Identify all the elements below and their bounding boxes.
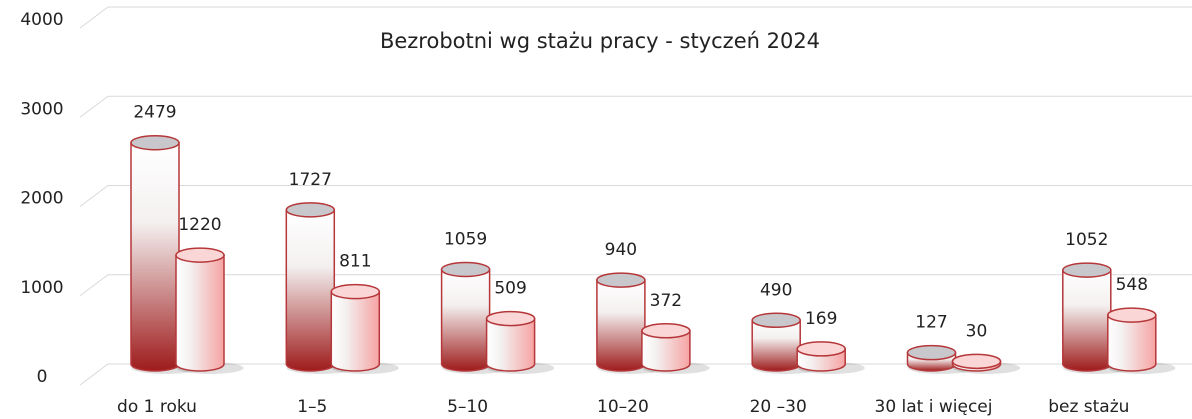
data-label: 811 [339, 252, 371, 272]
bar-top [951, 353, 1002, 370]
y-tick-label: 2000 [20, 189, 63, 209]
bar [596, 279, 646, 372]
data-label: 372 [650, 291, 682, 311]
bar-top [641, 323, 691, 339]
bar-top [175, 247, 225, 263]
x-tick-label: 10–20 [597, 397, 649, 417]
grid-line [79, 185, 1192, 207]
bar-top [485, 310, 536, 327]
bar-top [596, 272, 646, 288]
bar [1062, 269, 1112, 372]
data-label: 509 [494, 279, 526, 299]
data-label: 1052 [1065, 230, 1108, 250]
data-label: 169 [805, 309, 837, 329]
data-label: 127 [915, 313, 947, 333]
bar [175, 254, 225, 372]
data-label: 1727 [289, 170, 332, 190]
x-tick-label: 30 lat i więcej [875, 397, 993, 417]
y-tick-label: 4000 [20, 10, 63, 30]
y-tick-label: 3000 [20, 99, 63, 119]
x-tick-label: do 1 roku [117, 397, 197, 417]
data-label: 30 [966, 321, 988, 341]
bar [485, 317, 536, 372]
data-label: 548 [1116, 275, 1148, 295]
y-tick-label: 1000 [20, 278, 63, 298]
y-tick-label: 0 [37, 367, 48, 387]
x-tick-label: 1–5 [297, 397, 327, 417]
bar [130, 141, 180, 372]
grid-line [79, 6, 1192, 29]
bar [440, 268, 491, 372]
bar [1107, 314, 1157, 372]
bar-top [130, 134, 180, 151]
data-label: 940 [605, 240, 637, 260]
bar-top [796, 341, 846, 357]
bar-top [751, 312, 801, 329]
chart-title: Bezrobotni wg stażu pracy - styczeń 2024 [380, 29, 820, 53]
bar [641, 330, 691, 372]
grid-line [79, 274, 1192, 297]
data-label: 1059 [444, 229, 487, 249]
bar-top [1107, 307, 1157, 323]
bar [285, 209, 336, 372]
grid-line [79, 95, 1192, 118]
x-tick-label: 20 –30 [750, 397, 807, 417]
data-label: 490 [760, 280, 792, 300]
bar [330, 290, 381, 372]
bar-top [440, 261, 491, 278]
x-tick-label: bez stażu [1048, 397, 1129, 417]
bar-top [906, 344, 957, 361]
bar-top [1062, 262, 1112, 278]
data-label: 2479 [133, 103, 176, 123]
x-tick-label: 5–10 [447, 397, 488, 417]
data-label: 1220 [178, 215, 221, 235]
bar-top [330, 283, 381, 300]
bar-top [285, 202, 336, 218]
